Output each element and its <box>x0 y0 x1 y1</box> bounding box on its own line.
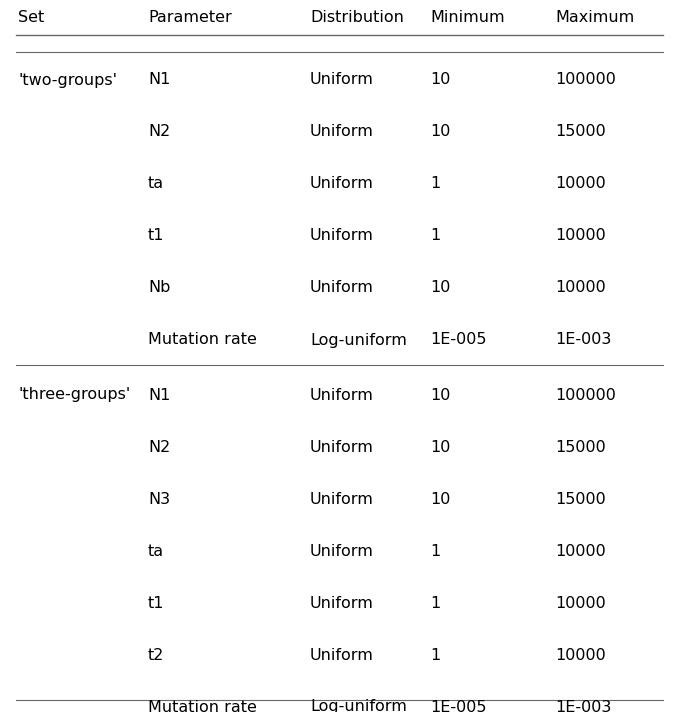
Text: Uniform: Uniform <box>310 73 374 88</box>
Text: ta: ta <box>148 543 164 558</box>
Text: Log-uniform: Log-uniform <box>310 333 407 347</box>
Text: 1E-003: 1E-003 <box>555 699 611 712</box>
Text: Uniform: Uniform <box>310 281 374 295</box>
Text: 'two-groups': 'two-groups' <box>18 73 117 88</box>
Text: 15000: 15000 <box>555 125 606 140</box>
Text: Uniform: Uniform <box>310 595 374 610</box>
Text: 15000: 15000 <box>555 491 606 506</box>
Text: 10: 10 <box>430 491 450 506</box>
Text: Mutation rate: Mutation rate <box>148 699 257 712</box>
Text: 1: 1 <box>430 177 440 192</box>
Text: 1: 1 <box>430 647 440 662</box>
Text: Uniform: Uniform <box>310 491 374 506</box>
Text: t1: t1 <box>148 595 164 610</box>
Text: 1E-005: 1E-005 <box>430 333 486 347</box>
Text: Uniform: Uniform <box>310 543 374 558</box>
Text: Nb: Nb <box>148 281 170 295</box>
Text: Set: Set <box>18 11 44 26</box>
Text: 10000: 10000 <box>555 543 606 558</box>
Text: N3: N3 <box>148 491 170 506</box>
Text: Uniform: Uniform <box>310 387 374 402</box>
Text: t2: t2 <box>148 647 164 662</box>
Text: Uniform: Uniform <box>310 177 374 192</box>
Text: 10000: 10000 <box>555 177 606 192</box>
Text: Uniform: Uniform <box>310 125 374 140</box>
Text: Uniform: Uniform <box>310 229 374 244</box>
Text: 10000: 10000 <box>555 647 606 662</box>
Text: Maximum: Maximum <box>555 11 634 26</box>
Text: 100000: 100000 <box>555 387 616 402</box>
Text: Mutation rate: Mutation rate <box>148 333 257 347</box>
Text: N1: N1 <box>148 387 170 402</box>
Text: 10: 10 <box>430 73 450 88</box>
Text: Uniform: Uniform <box>310 439 374 454</box>
Text: N2: N2 <box>148 439 170 454</box>
Text: Log-uniform: Log-uniform <box>310 699 407 712</box>
Text: Distribution: Distribution <box>310 11 404 26</box>
Text: 10: 10 <box>430 439 450 454</box>
Text: 10000: 10000 <box>555 281 606 295</box>
Text: 10: 10 <box>430 387 450 402</box>
Text: t1: t1 <box>148 229 164 244</box>
Text: ta: ta <box>148 177 164 192</box>
Text: N1: N1 <box>148 73 170 88</box>
Text: 1E-003: 1E-003 <box>555 333 611 347</box>
Text: 10: 10 <box>430 125 450 140</box>
Text: 10000: 10000 <box>555 595 606 610</box>
Text: N2: N2 <box>148 125 170 140</box>
Text: 1: 1 <box>430 229 440 244</box>
Text: 1E-005: 1E-005 <box>430 699 486 712</box>
Text: Uniform: Uniform <box>310 647 374 662</box>
Text: 10: 10 <box>430 281 450 295</box>
Text: 1: 1 <box>430 595 440 610</box>
Text: 15000: 15000 <box>555 439 606 454</box>
Text: 10000: 10000 <box>555 229 606 244</box>
Text: 1: 1 <box>430 543 440 558</box>
Text: 100000: 100000 <box>555 73 616 88</box>
Text: 'three-groups': 'three-groups' <box>18 387 130 402</box>
Text: Minimum: Minimum <box>430 11 504 26</box>
Text: Parameter: Parameter <box>148 11 232 26</box>
